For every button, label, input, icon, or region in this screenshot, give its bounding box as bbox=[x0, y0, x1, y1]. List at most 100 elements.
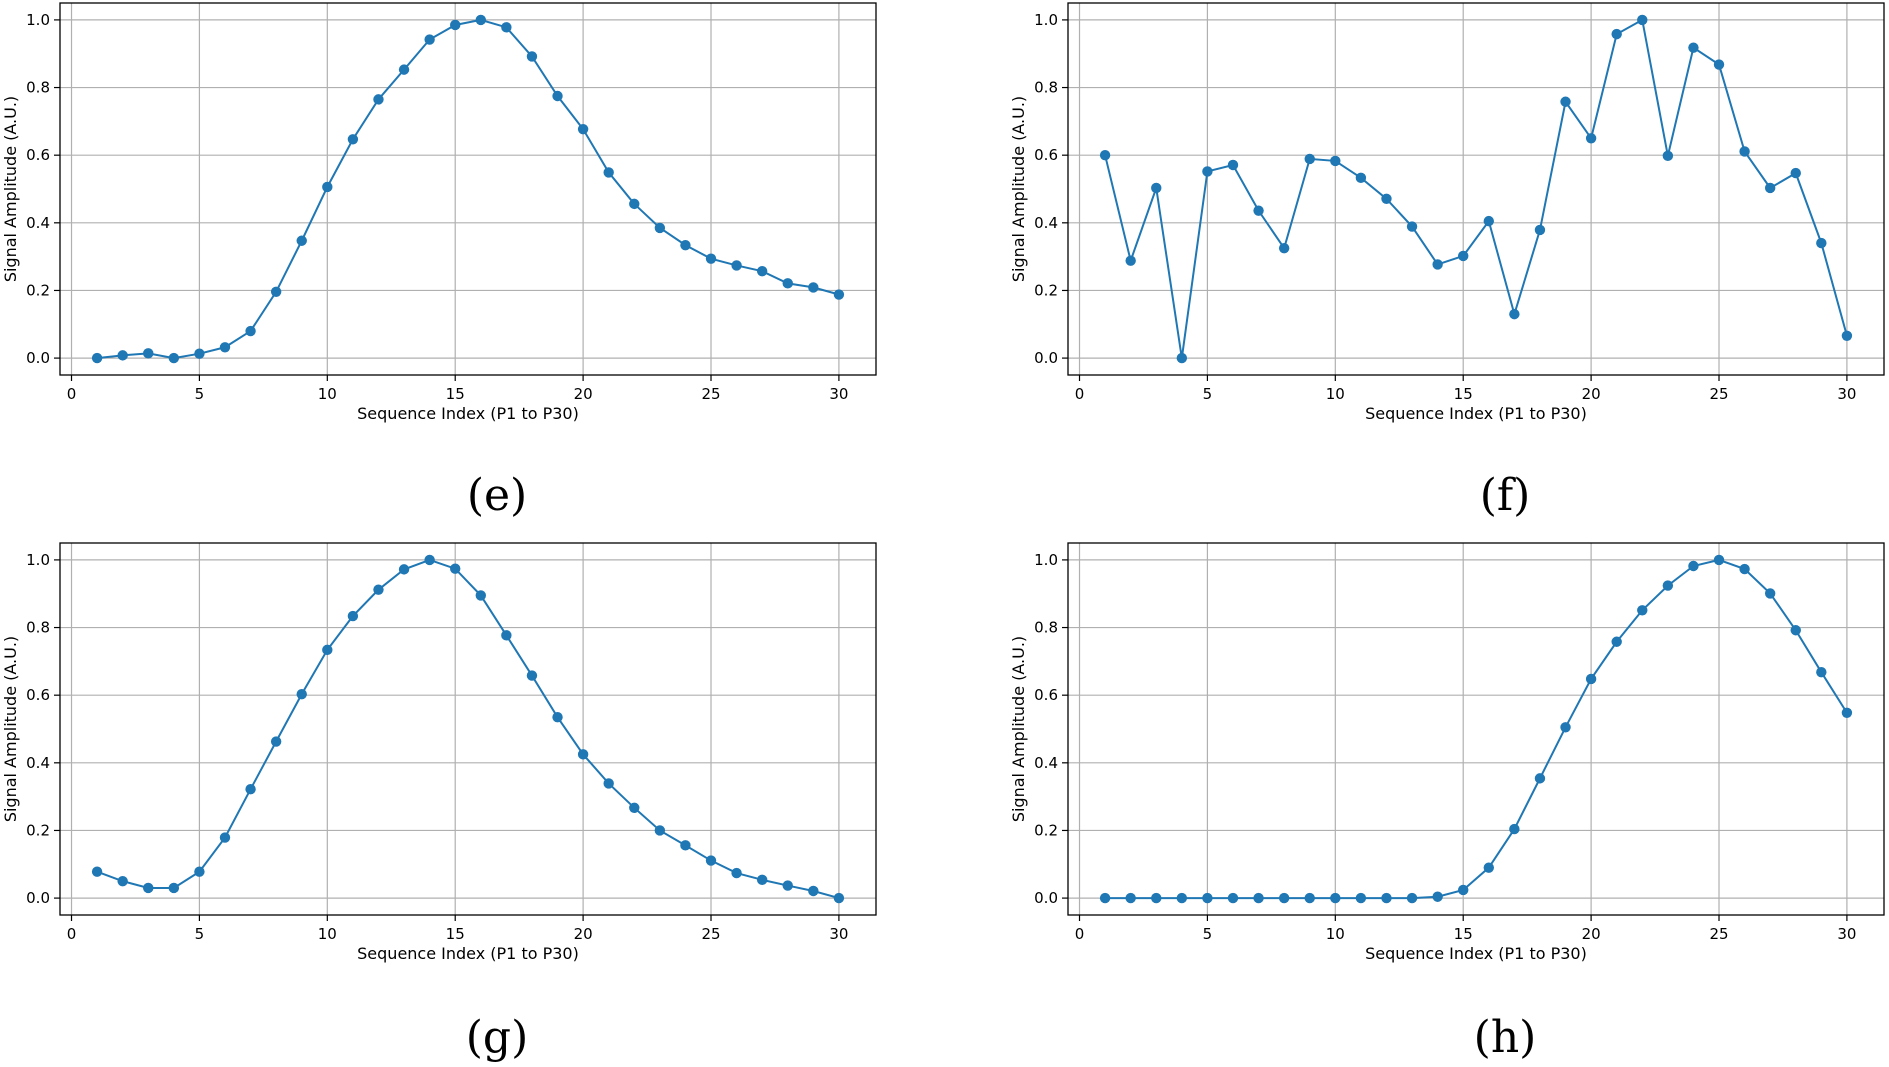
x-tick-label: 20 bbox=[1582, 925, 1601, 943]
y-tick-label: 0.6 bbox=[26, 146, 50, 164]
data-point bbox=[1713, 59, 1725, 70]
y-tick-label: 0.2 bbox=[26, 281, 50, 299]
x-tick-label: 10 bbox=[1326, 925, 1345, 943]
x-axis-label: Sequence Index (P1 to P30) bbox=[357, 944, 579, 963]
y-tick-label: 0.2 bbox=[1034, 281, 1058, 299]
data-point bbox=[373, 584, 384, 595]
data-point bbox=[347, 134, 359, 145]
data-point bbox=[782, 880, 793, 891]
data-point bbox=[1176, 892, 1188, 904]
panel-caption: (g) bbox=[466, 1012, 529, 1063]
x-tick-label: 25 bbox=[701, 385, 720, 403]
y-axis-label: Signal Amplitude (A.U.) bbox=[1009, 636, 1028, 822]
y-tick-label: 0.0 bbox=[1034, 889, 1058, 907]
data-point bbox=[1355, 892, 1367, 904]
x-tick-label: 5 bbox=[1203, 385, 1213, 403]
series-line bbox=[1105, 558, 1848, 900]
y-tick-label: 0.6 bbox=[1034, 146, 1058, 164]
data-point bbox=[1688, 42, 1699, 53]
data-point bbox=[1509, 823, 1520, 835]
x-axis-label: Sequence Index (P1 to P30) bbox=[1365, 944, 1587, 963]
panel-caption: (f) bbox=[1480, 470, 1531, 521]
data-point bbox=[1151, 182, 1162, 194]
x-tick-label: 0 bbox=[1075, 925, 1085, 943]
data-point bbox=[603, 167, 614, 178]
data-point bbox=[1841, 330, 1853, 341]
data-point bbox=[731, 867, 742, 879]
x-tick-label: 10 bbox=[318, 925, 337, 943]
data-point bbox=[1713, 554, 1725, 566]
data-point bbox=[808, 282, 819, 293]
data-point bbox=[1560, 722, 1571, 733]
data-point bbox=[1637, 605, 1648, 616]
data-point bbox=[1227, 892, 1239, 904]
x-tick-label: 20 bbox=[574, 925, 593, 943]
data-point bbox=[1151, 892, 1162, 904]
data-point bbox=[168, 882, 180, 894]
x-tick-label: 15 bbox=[1454, 925, 1473, 943]
data-point bbox=[577, 123, 589, 135]
data-point bbox=[1099, 892, 1111, 904]
data-point bbox=[1253, 205, 1264, 216]
y-axis-label: Signal Amplitude (A.U.) bbox=[1, 96, 20, 282]
data-point bbox=[1176, 352, 1188, 364]
y-tick-label: 0.2 bbox=[26, 821, 50, 839]
y-tick-label: 0.8 bbox=[26, 79, 50, 97]
data-point bbox=[194, 866, 205, 877]
data-point bbox=[501, 22, 512, 33]
data-point bbox=[450, 563, 461, 574]
y-axis-label: Signal Amplitude (A.U.) bbox=[1, 636, 20, 822]
chart-panel-3: 0 5 10 15 20 25 30 0.0 0.2 0.4 0.6 0.8 1.0 Sequence I… bbox=[1, 542, 877, 1063]
x-tick-label: 10 bbox=[1326, 385, 1345, 403]
data-point bbox=[1278, 242, 1290, 254]
data-point bbox=[756, 874, 768, 886]
y-tick-label: 1.0 bbox=[1034, 11, 1058, 29]
data-point bbox=[322, 181, 333, 193]
data-point bbox=[1458, 250, 1469, 262]
data-point bbox=[424, 34, 435, 45]
data-point bbox=[603, 778, 614, 789]
data-point bbox=[731, 260, 742, 271]
data-point bbox=[1227, 159, 1239, 171]
data-point bbox=[1790, 625, 1801, 636]
data-point bbox=[143, 348, 154, 359]
data-point bbox=[1458, 884, 1469, 896]
data-point bbox=[450, 19, 461, 31]
y-tick-label: 1.0 bbox=[26, 11, 50, 29]
chart-panel-4: 0 5 10 15 20 25 30 0.0 0.2 0.4 0.6 0.8 1.0 Sequence I… bbox=[1009, 542, 1885, 1063]
x-tick-label: 0 bbox=[67, 925, 77, 943]
data-point bbox=[1509, 308, 1520, 320]
y-tick-label: 0.8 bbox=[26, 619, 50, 637]
data-point bbox=[1432, 259, 1443, 270]
y-tick-label: 0.8 bbox=[1034, 619, 1058, 637]
x-tick-label: 5 bbox=[1203, 925, 1213, 943]
data-point bbox=[1637, 14, 1648, 26]
data-point bbox=[322, 644, 333, 656]
panel-caption: (e) bbox=[467, 470, 527, 521]
series-line bbox=[1104, 18, 1848, 359]
plot-frame bbox=[1067, 2, 1885, 376]
data-point bbox=[526, 670, 538, 681]
x-tick-label: 30 bbox=[829, 925, 848, 943]
data-point bbox=[296, 235, 307, 246]
data-point bbox=[705, 855, 717, 866]
x-tick-label: 10 bbox=[318, 385, 337, 403]
data-point bbox=[1585, 673, 1597, 685]
y-tick-label: 1.0 bbox=[26, 551, 50, 569]
data-point bbox=[398, 64, 410, 75]
data-point bbox=[833, 892, 845, 904]
x-tick-label: 15 bbox=[446, 925, 465, 943]
panel-caption: (h) bbox=[1474, 1012, 1537, 1063]
data-point bbox=[245, 783, 256, 795]
data-point bbox=[373, 94, 384, 105]
series-line bbox=[96, 558, 840, 900]
data-point bbox=[1381, 193, 1392, 205]
y-tick-label: 0.0 bbox=[1034, 349, 1058, 367]
data-point bbox=[1790, 167, 1801, 179]
data-point bbox=[1611, 28, 1622, 40]
data-point bbox=[1304, 153, 1315, 165]
x-tick-label: 30 bbox=[1837, 925, 1856, 943]
x-axis-label: Sequence Index (P1 to P30) bbox=[1365, 404, 1587, 423]
data-point bbox=[296, 688, 307, 700]
data-point bbox=[1662, 150, 1674, 162]
